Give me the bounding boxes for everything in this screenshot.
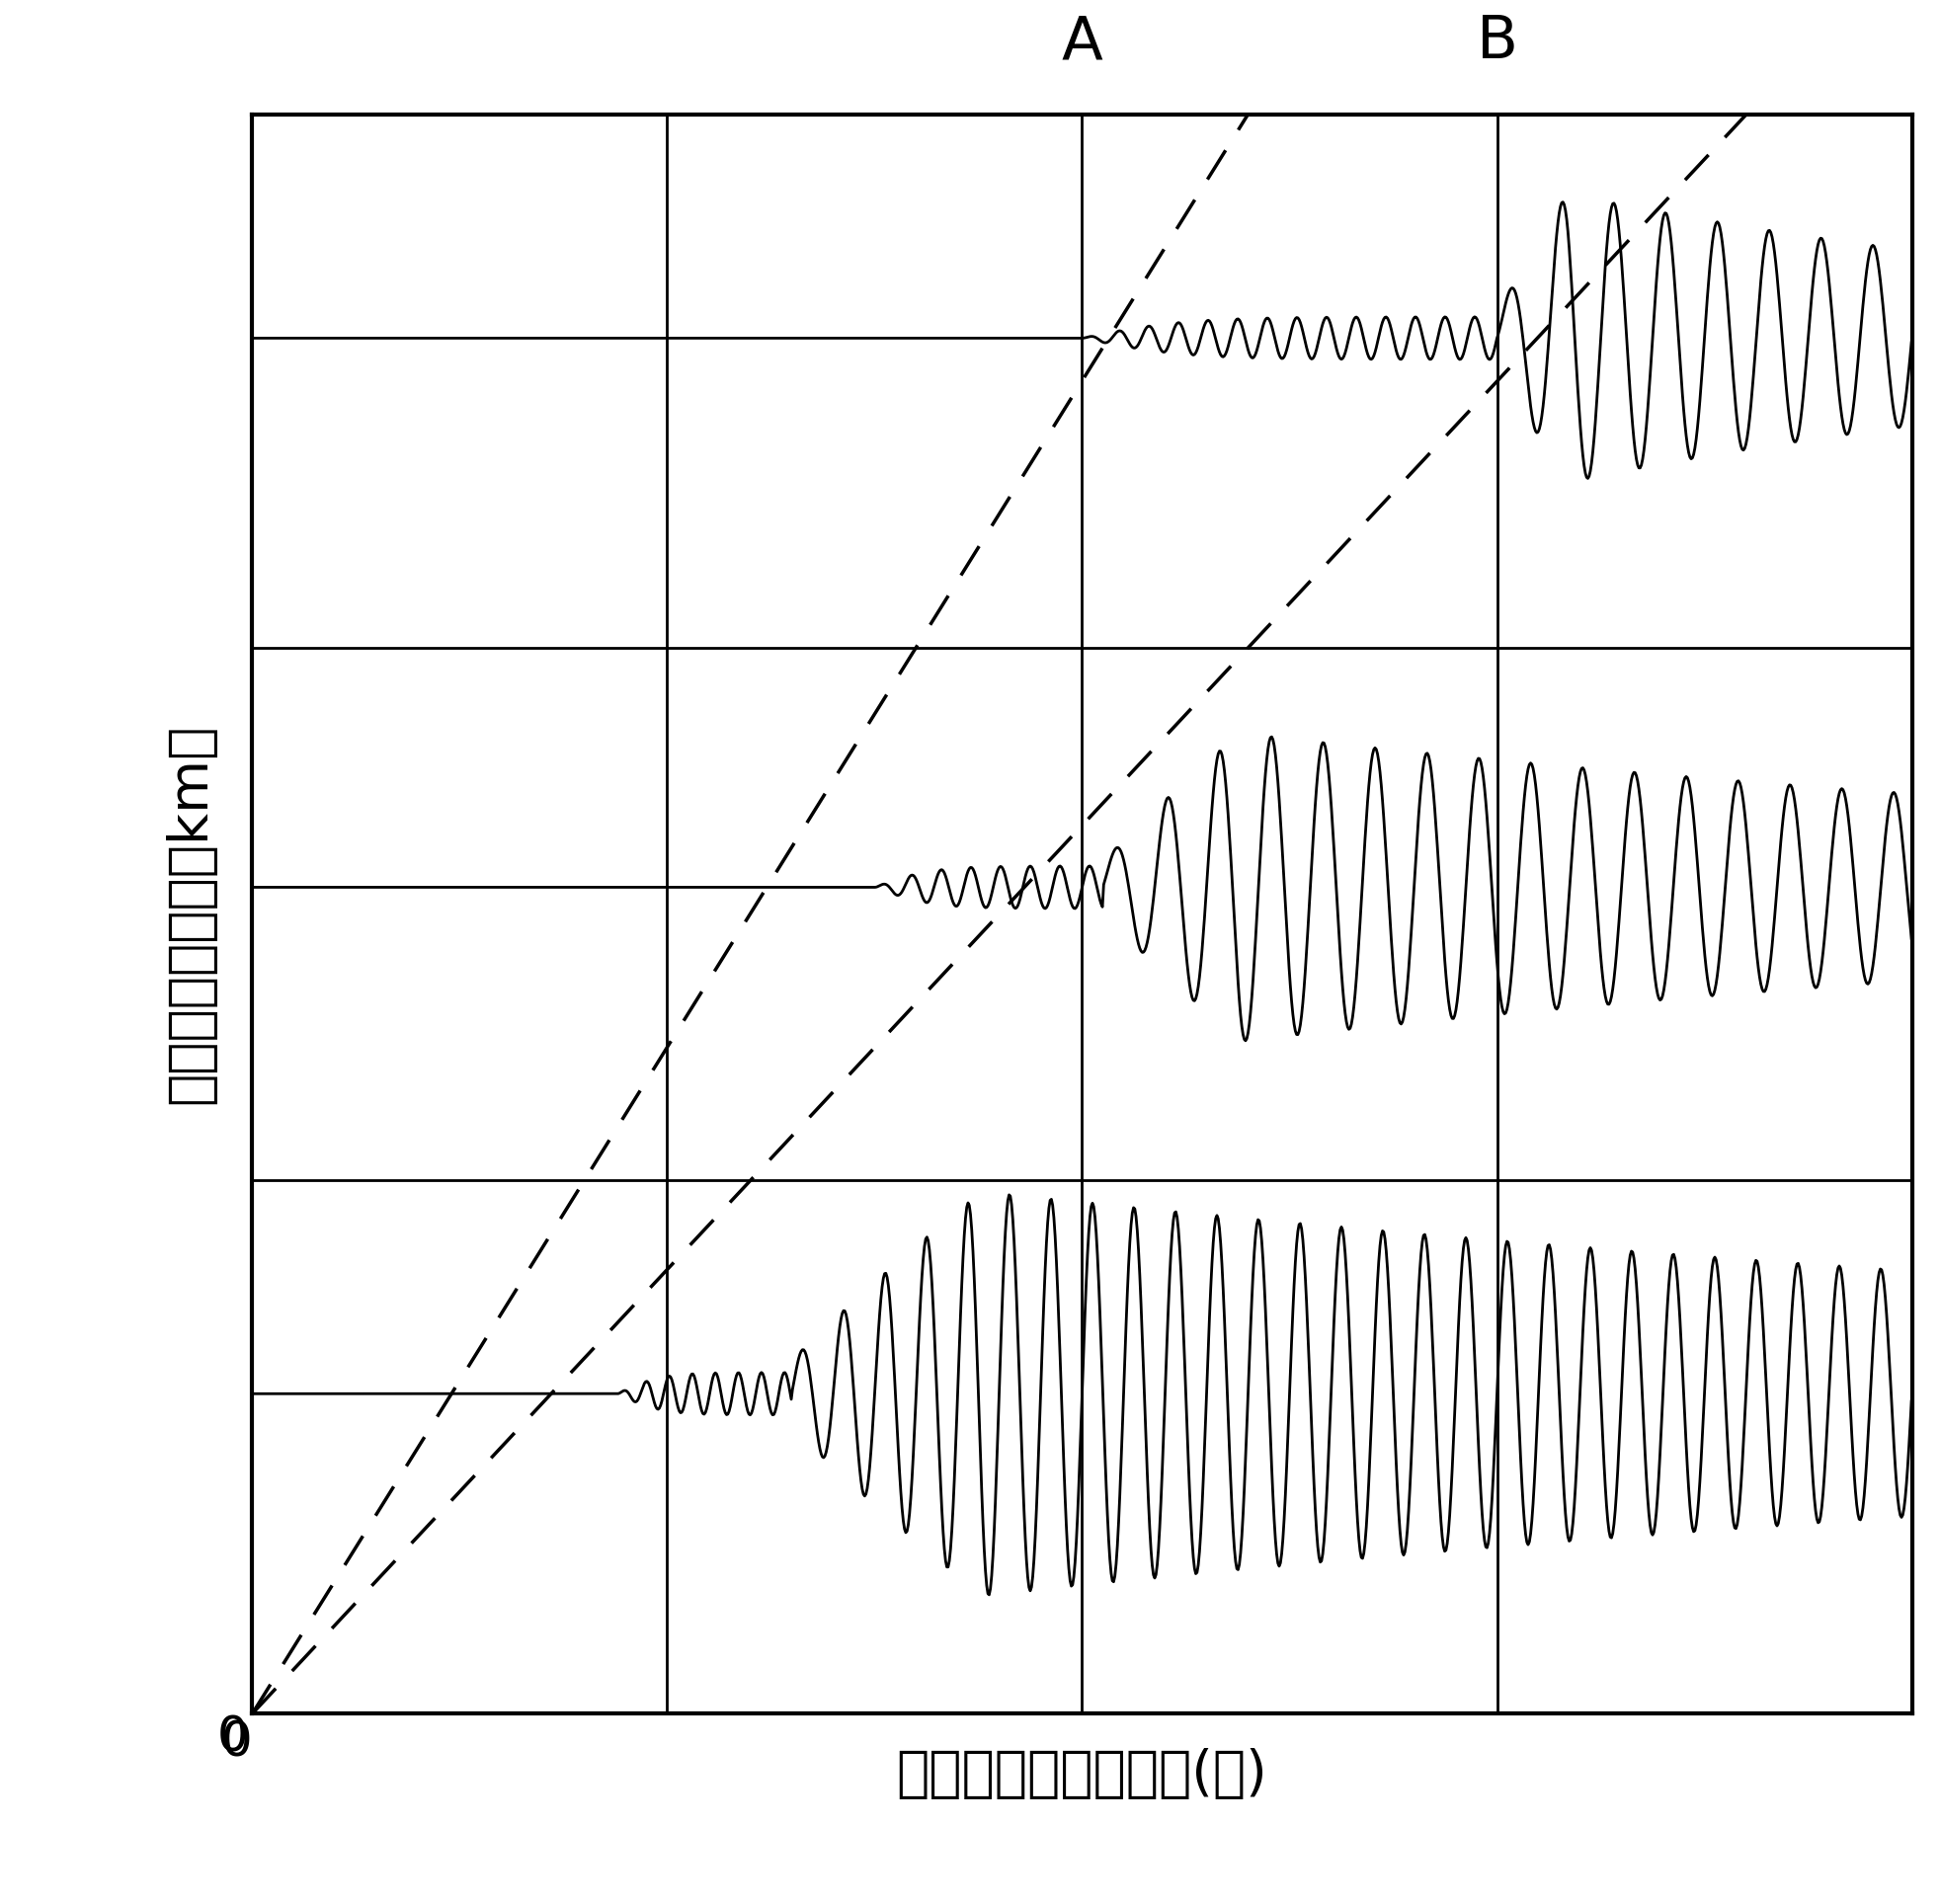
Text: 0: 0 [221,1719,252,1767]
Text: A: A [1061,13,1102,72]
Text: 0: 0 [217,1714,248,1761]
Y-axis label: 震源までの距離（km）: 震源までの距離（km） [165,724,217,1104]
X-axis label: 地震発生からの時間(秒): 地震発生からの時間(秒) [896,1748,1267,1801]
Text: B: B [1476,13,1517,72]
